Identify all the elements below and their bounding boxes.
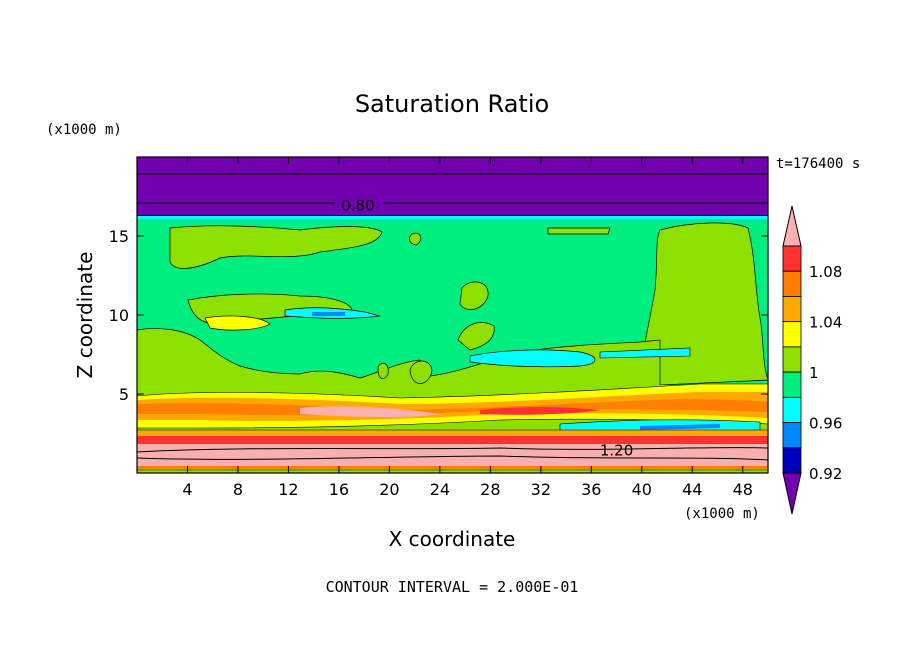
x-tick-label: 32 bbox=[531, 480, 551, 499]
colorbar-label: 0.92 bbox=[809, 465, 842, 483]
orange-layer bbox=[137, 399, 768, 416]
yellow-region bbox=[204, 315, 271, 331]
x-unit-label: (x1000 m) bbox=[684, 506, 760, 522]
green-region bbox=[547, 227, 611, 235]
green-region bbox=[639, 222, 769, 387]
contour-line bbox=[136, 447, 769, 453]
x-tick-label: 44 bbox=[682, 480, 702, 499]
x-tick-label: 48 bbox=[733, 480, 753, 499]
red-layer bbox=[137, 436, 768, 444]
colorbar-swatch bbox=[782, 447, 802, 474]
colorbar-swatch bbox=[782, 296, 802, 323]
colorbar-swatch bbox=[782, 396, 802, 423]
colorbar-swatch bbox=[782, 371, 802, 398]
blue-streak bbox=[312, 312, 345, 316]
x-tick-label: 28 bbox=[480, 480, 500, 499]
colorbar-swatch bbox=[782, 245, 802, 272]
cyan-region bbox=[469, 349, 596, 368]
red-streak bbox=[480, 407, 600, 415]
contour-line bbox=[136, 455, 769, 461]
x-tick-label: 16 bbox=[329, 480, 349, 499]
transition-band bbox=[137, 216, 768, 219]
colorbar-swatch bbox=[782, 346, 802, 373]
green-region bbox=[409, 360, 433, 384]
surface-layer bbox=[137, 466, 768, 469]
green-region bbox=[136, 328, 661, 387]
pink-streak bbox=[300, 406, 440, 417]
colorbar-label: 1 bbox=[809, 364, 819, 382]
x-axis-label: X coordinate bbox=[389, 527, 516, 551]
colorbar-swatch bbox=[782, 422, 802, 449]
colorbar-top-arrow bbox=[782, 205, 802, 247]
green-region bbox=[409, 232, 422, 246]
z-unit-label: (x1000 m) bbox=[46, 122, 122, 138]
colorbar-label: 0.96 bbox=[809, 415, 842, 433]
x-tick-label: 20 bbox=[379, 480, 399, 499]
upper-band bbox=[137, 157, 768, 216]
x-tick-label: 4 bbox=[182, 480, 192, 499]
green-region bbox=[169, 225, 383, 269]
chart-title: Saturation Ratio bbox=[355, 90, 549, 118]
y-tick-label: 15 bbox=[109, 227, 129, 246]
x-tick-label: 40 bbox=[632, 480, 652, 499]
surface-band bbox=[137, 444, 768, 466]
green-region bbox=[457, 322, 495, 351]
x-tick-label: 24 bbox=[430, 480, 450, 499]
x-tick-label: 8 bbox=[233, 480, 243, 499]
y-tick-label: 10 bbox=[109, 306, 129, 325]
surface-layer bbox=[137, 469, 768, 473]
colorbar-label: 1.08 bbox=[809, 263, 842, 281]
x-tick-label: 12 bbox=[278, 480, 298, 499]
colorbar: 1.08 1.04 1 0.96 0.92 bbox=[782, 205, 842, 515]
y-tick-label: 5 bbox=[119, 385, 129, 404]
colorbar-label: 1.04 bbox=[809, 314, 842, 332]
cyan-region bbox=[599, 347, 691, 359]
time-label: t=176400 s bbox=[776, 156, 860, 172]
green-region bbox=[377, 362, 389, 380]
colorbar-swatch bbox=[782, 321, 802, 348]
blue-streak bbox=[640, 424, 720, 430]
colorbar-bottom-arrow bbox=[782, 472, 802, 515]
x-tick-label: 36 bbox=[581, 480, 601, 499]
contour-label: 1.20 bbox=[600, 441, 633, 459]
contour-interval-text: CONTOUR INTERVAL = 2.000E-01 bbox=[326, 578, 579, 596]
colorbar-swatch bbox=[782, 270, 802, 297]
green-region bbox=[459, 281, 489, 310]
contour-label: 0.80 bbox=[341, 196, 374, 214]
y-axis-label: Z coordinate bbox=[73, 252, 97, 379]
